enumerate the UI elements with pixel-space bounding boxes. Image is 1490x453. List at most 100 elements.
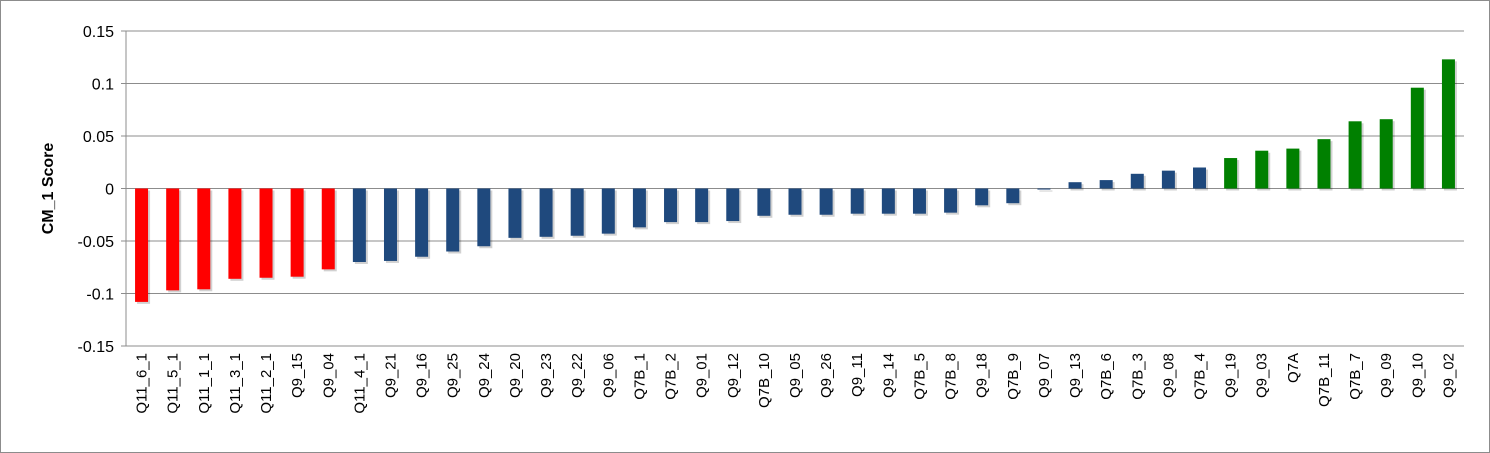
x-tick-label: Q9_04	[320, 353, 337, 398]
x-tick-label: Q9_21	[382, 353, 399, 398]
bar-Q9_26	[819, 188, 833, 215]
x-tick-label: Q7B_10	[756, 353, 773, 408]
bar-Q9_06	[601, 188, 615, 234]
x-tick-label: Q7B_3	[1129, 353, 1146, 400]
x-tick-label: Q7A	[1285, 353, 1302, 383]
y-tick-label: -0.1	[86, 287, 114, 304]
bar-Q7B_5	[912, 188, 926, 214]
x-tick-label: Q7B_5	[911, 353, 928, 400]
bar-Q9_04	[321, 188, 335, 270]
y-tick-label: 0.1	[92, 77, 114, 94]
bar-Q9_25	[446, 188, 460, 252]
bar-Q9_14	[881, 188, 895, 214]
x-tick-label: Q11_6_1	[134, 353, 151, 414]
x-tick-label: Q9_03	[1254, 353, 1271, 398]
x-tick-label: Q7B_9	[1005, 353, 1022, 400]
x-tick-label: Q7B_7	[1347, 353, 1364, 400]
x-tick-label: Q9_06	[600, 353, 617, 398]
bar-Q7B_7	[1348, 121, 1362, 189]
x-tick-label: Q7B_1	[631, 353, 648, 400]
x-tick-label: Q11_2_1	[258, 353, 275, 414]
x-tick-label: Q9_09	[1378, 353, 1395, 398]
y-tick-label: 0.15	[83, 24, 114, 41]
x-tick-label: Q9_26	[818, 353, 835, 398]
x-tick-label: Q9_05	[787, 353, 804, 398]
bar-Q7B_4	[1193, 167, 1207, 189]
x-tick-label: Q9_24	[476, 353, 493, 398]
bar-Q9_16	[415, 188, 429, 257]
x-tick-label: Q9_14	[880, 353, 897, 398]
x-tick-label: Q9_01	[694, 353, 711, 398]
x-tick-label: Q11_4_1	[351, 353, 368, 414]
x-tick-label: Q9_11	[849, 353, 866, 397]
bar-Q11_6_1	[135, 188, 149, 302]
bar-Q9_01	[695, 188, 709, 223]
bar-Q11_4_1	[352, 188, 366, 262]
x-tick-label: Q7B_4	[1192, 353, 1209, 400]
x-tick-label: Q9_16	[414, 353, 431, 398]
bar-Q9_24	[477, 188, 491, 247]
x-tick-label: Q11_1_1	[196, 353, 213, 414]
x-tick-label: Q9_13	[1067, 353, 1084, 398]
x-tick-label: Q9_12	[725, 353, 742, 398]
bar-Q9_21	[383, 188, 397, 261]
y-tick-label: -0.05	[78, 234, 115, 251]
x-tick-label: Q9_07	[1036, 353, 1053, 398]
y-tick-label: 0	[105, 182, 114, 199]
bar-Q9_02	[1441, 59, 1455, 189]
x-axis-ticks: Q11_6_1 Q11_5_1 Q11_1_1 Q11_3_1 Q11_2_1 Q9_15…	[134, 353, 1458, 414]
x-tick-label: Q7B_8	[943, 353, 960, 400]
x-tick-label: Q9_10	[1409, 353, 1426, 398]
bar-Q9_11	[850, 188, 864, 214]
x-tick-label: Q11_3_1	[227, 353, 244, 414]
bars	[135, 59, 1457, 304]
bar-Q7A	[1286, 148, 1300, 189]
bar-Q9_19	[1224, 158, 1238, 189]
bar-Q9_13	[1068, 182, 1082, 189]
x-tick-label: Q9_02	[1440, 353, 1457, 398]
bar-Q7B_10	[757, 188, 771, 216]
bar-Q7B_8	[944, 188, 958, 213]
bar-Q9_22	[570, 188, 584, 236]
bar-Q11_2_1	[259, 188, 273, 278]
y-axis-ticks: 0.15 0.1 0.05 0 -0.05 -0.1 -0.15	[78, 24, 126, 356]
bar-Q7B_2	[664, 188, 678, 223]
x-tick-label: Q7B_11	[1316, 353, 1333, 407]
x-tick-label: Q9_08	[1160, 353, 1177, 398]
x-tick-label: Q9_20	[507, 353, 524, 398]
bar-Q9_09	[1379, 119, 1393, 189]
bar-Q9_05	[788, 188, 802, 215]
bar-Q7B_6	[1099, 180, 1113, 189]
bar-Q7B_1	[632, 188, 646, 228]
bar-shadow	[1039, 190, 1053, 192]
bar-Q9_03	[1255, 150, 1269, 189]
bar-Q9_23	[539, 188, 553, 237]
bar-Q7B_11	[1317, 139, 1331, 189]
bar-Q9_12	[726, 188, 740, 222]
bar-Q9_07	[1037, 188, 1051, 190]
x-tick-label: Q9_25	[445, 353, 462, 398]
x-tick-label: Q9_15	[289, 353, 306, 398]
bar-Q9_20	[508, 188, 522, 238]
y-tick-label: -0.15	[78, 339, 115, 356]
x-tick-label: Q9_23	[538, 353, 555, 398]
y-axis-label: CM_1 Score	[40, 143, 57, 235]
bar-Q9_08	[1161, 170, 1175, 189]
bar-Q7B_9	[1006, 188, 1020, 204]
bar-Q9_18	[975, 188, 989, 206]
x-tick-label: Q9_22	[569, 353, 586, 398]
x-tick-label: Q7B_6	[1098, 353, 1115, 400]
gridlines	[126, 30, 1464, 347]
y-tick-label: 0.05	[83, 129, 114, 146]
bar-Q11_1_1	[197, 188, 211, 290]
bar-Q9_10	[1410, 87, 1424, 189]
bar-Q11_5_1	[166, 188, 180, 291]
bar-Q11_3_1	[228, 188, 242, 279]
x-tick-label: Q9_19	[1223, 353, 1240, 398]
x-tick-label: Q7B_2	[663, 353, 680, 400]
x-tick-label: Q9_18	[974, 353, 991, 398]
bar-Q7B_3	[1130, 173, 1144, 189]
bar-Q9_15	[290, 188, 304, 277]
